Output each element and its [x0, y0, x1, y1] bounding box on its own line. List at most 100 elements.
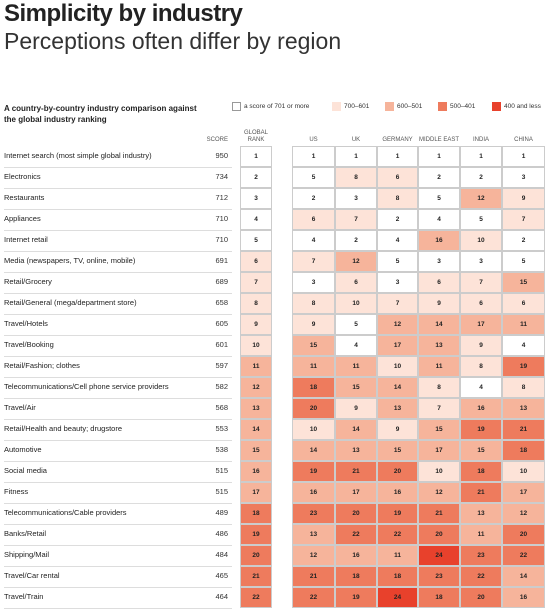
rank-cell: 11 [502, 314, 545, 335]
rank-cell: 23 [418, 566, 460, 587]
rank-cell: 16 [335, 545, 377, 566]
legend-swatch [492, 102, 501, 111]
rank-cell: 3 [460, 251, 502, 272]
rank-cell: 13 [240, 398, 272, 419]
rank-cell: 4 [418, 209, 460, 230]
industry-label: Travel/Booking [4, 340, 54, 349]
rank-cell: 2 [292, 188, 335, 209]
rank-cell: 2 [335, 230, 377, 251]
score: 710 [215, 235, 228, 244]
rank-cell: 13 [335, 440, 377, 461]
industry-label: Social media [4, 466, 47, 475]
rank-cell: 19 [502, 356, 545, 377]
rank-cell: 17 [460, 314, 502, 335]
industry-label: Appliances [4, 214, 41, 223]
row-rule [4, 440, 232, 441]
rank-cell: 15 [335, 377, 377, 398]
rank-cell: 7 [240, 272, 272, 293]
rank-cell: 21 [460, 482, 502, 503]
column-header: MIDDLE EAST [418, 137, 459, 143]
rank-cell: 14 [418, 314, 460, 335]
rank-cell: 12 [460, 188, 502, 209]
score: 464 [215, 592, 228, 601]
rank-cell: 16 [460, 398, 502, 419]
industry-label: Retail/Fashion; clothes [4, 361, 80, 370]
rank-cell: 24 [377, 587, 418, 608]
rank-cell: 10 [460, 230, 502, 251]
score: 597 [215, 361, 228, 370]
rank-cell: 1 [460, 146, 502, 167]
row-rule [4, 566, 232, 567]
rank-cell: 24 [418, 545, 460, 566]
row-rule [4, 167, 232, 168]
rank-cell: 23 [460, 545, 502, 566]
rank-cell: 1 [335, 146, 377, 167]
rank-cell: 17 [502, 482, 545, 503]
row-rule [4, 356, 232, 357]
industry-label: Telecommunications/Cable providers [4, 508, 127, 517]
rank-cell: 17 [240, 482, 272, 503]
legend-swatch [385, 102, 394, 111]
rank-cell: 7 [502, 209, 545, 230]
rank-cell: 14 [502, 566, 545, 587]
rank-cell: 7 [377, 293, 418, 314]
industry-label: Internet retail [4, 235, 48, 244]
score: 553 [215, 424, 228, 433]
rank-cell: 15 [240, 440, 272, 461]
rank-cell: 3 [377, 272, 418, 293]
score: 734 [215, 172, 228, 181]
rank-cell: 6 [502, 293, 545, 314]
rank-cell: 18 [460, 461, 502, 482]
rank-cell: 16 [240, 461, 272, 482]
industry-label: Media (newspapers, TV, online, mobile) [4, 256, 136, 265]
rank-cell: 7 [460, 272, 502, 293]
rank-cell: 9 [377, 419, 418, 440]
rank-cell: 12 [335, 251, 377, 272]
industry-label: Banks/Retail [4, 529, 47, 538]
rank-cell: 9 [292, 314, 335, 335]
rank-cell: 12 [377, 314, 418, 335]
rank-cell: 13 [502, 398, 545, 419]
rank-cell: 1 [418, 146, 460, 167]
rank-cell: 12 [418, 482, 460, 503]
score: 605 [215, 319, 228, 328]
rank-cell: 21 [335, 461, 377, 482]
rank-cell: 5 [335, 314, 377, 335]
rank-cell: 17 [377, 335, 418, 356]
rank-cell: 15 [460, 440, 502, 461]
score: 515 [215, 487, 228, 496]
industry-label: Electronics [4, 172, 41, 181]
rank-cell: 9 [240, 314, 272, 335]
rank-cell: 2 [377, 209, 418, 230]
column-header: SCORE [206, 137, 228, 143]
legend-label: 600–501 [397, 103, 423, 110]
score: 515 [215, 466, 228, 475]
rank-cell: 2 [240, 167, 272, 188]
rank-cell: 22 [335, 524, 377, 545]
rank-cell: 18 [377, 566, 418, 587]
rank-cell: 7 [418, 398, 460, 419]
row-rule [4, 188, 232, 189]
rank-cell: 11 [418, 356, 460, 377]
row-rule [4, 335, 232, 336]
rank-cell: 20 [418, 524, 460, 545]
rank-cell: 1 [292, 146, 335, 167]
rank-cell: 21 [240, 566, 272, 587]
rank-cell: 17 [335, 482, 377, 503]
rank-cell: 20 [502, 524, 545, 545]
industry-label: Retail/General (mega/department store) [4, 298, 137, 307]
intro: A country-by-country industry comparison… [4, 104, 197, 124]
rank-cell: 7 [335, 209, 377, 230]
rank-cell: 14 [292, 440, 335, 461]
rank-cell: 3 [502, 167, 545, 188]
rank-cell: 20 [292, 398, 335, 419]
row-rule [4, 398, 232, 399]
rank-cell: 10 [240, 335, 272, 356]
rank-cell: 13 [460, 503, 502, 524]
industry-label: Automotive [4, 445, 42, 454]
score: 465 [215, 571, 228, 580]
legend-swatch [332, 102, 341, 111]
rank-cell: 16 [377, 482, 418, 503]
rank-cell: 12 [292, 545, 335, 566]
rank-cell: 22 [377, 524, 418, 545]
